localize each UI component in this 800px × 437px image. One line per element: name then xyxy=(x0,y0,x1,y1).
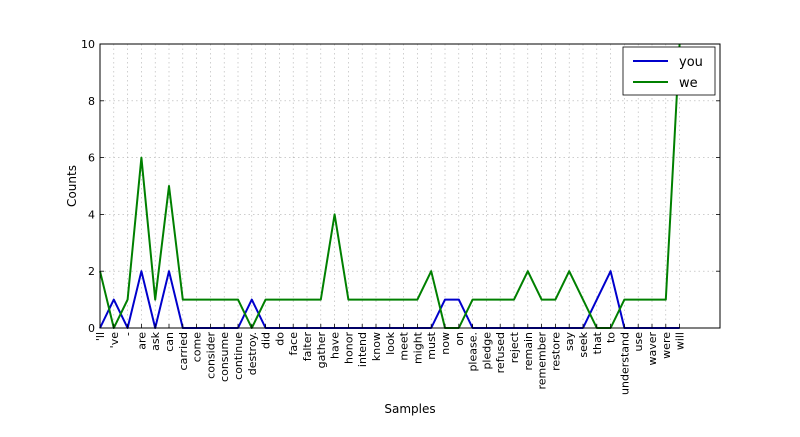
x-tick-label: understand xyxy=(618,332,631,395)
x-tick-label: come xyxy=(191,332,204,362)
x-tick-label: 'll xyxy=(94,332,107,341)
x-tick-label: restore xyxy=(549,332,562,371)
series-lines xyxy=(99,43,681,329)
x-tick-label: to xyxy=(605,332,618,343)
x-tick-label: consume xyxy=(218,332,231,382)
x-tick-label: can xyxy=(163,332,176,352)
x-tick-label: seek xyxy=(577,331,590,357)
x-tick-label: ask xyxy=(149,331,162,350)
y-axis-ticks: 0 2 4 6 8 10 xyxy=(81,38,720,335)
y-tick-label: 2 xyxy=(88,265,95,278)
y-tick-label: 8 xyxy=(88,95,95,108)
plot-frame xyxy=(99,43,721,329)
y-axis-title: Counts xyxy=(65,165,79,207)
x-tick-label: did xyxy=(260,332,273,349)
x-tick-label: refused xyxy=(494,332,507,373)
x-tick-label: might xyxy=(411,331,424,364)
x-tick-label: reject xyxy=(508,331,521,363)
x-tick-label: pledge xyxy=(480,332,493,370)
x-tick-label: must xyxy=(425,331,438,359)
legend-box xyxy=(622,46,716,96)
x-tick-label: use xyxy=(632,332,645,352)
series-line-we xyxy=(99,43,681,329)
x-tick-label: waver xyxy=(646,332,659,366)
legend-label-you: you xyxy=(679,55,703,70)
x-tick-label: say xyxy=(563,332,576,351)
x-tick-label: meet xyxy=(398,331,411,360)
x-tick-label: 've xyxy=(108,332,121,349)
x-tick-label: intend xyxy=(356,332,369,367)
x-tick-label: have xyxy=(329,332,342,359)
y-tick-label: 4 xyxy=(88,208,95,221)
x-tick-label: that xyxy=(591,331,604,354)
x-tick-label: consider xyxy=(204,332,217,379)
x-tick-label: remain xyxy=(522,332,535,371)
x-tick-label: destroy. xyxy=(246,332,259,375)
x-tick-label: - xyxy=(122,332,135,336)
x-tick-label: honor xyxy=(342,332,355,364)
x-tick-label: remember xyxy=(536,332,549,390)
x-tick-label: carried xyxy=(177,332,190,370)
x-tick-label: do xyxy=(273,332,286,346)
x-tick-label: gather xyxy=(315,332,328,369)
legend: you we xyxy=(622,46,716,96)
x-tick-label: please. xyxy=(467,332,480,372)
x-tick-label: know xyxy=(370,332,383,361)
x-tick-label: look xyxy=(384,331,397,355)
x-tick-label: face xyxy=(287,332,300,356)
y-tick-label: 0 xyxy=(88,322,95,335)
x-tick-label: now xyxy=(439,332,452,355)
x-tick-label: will xyxy=(674,332,687,350)
x-tick-label: on xyxy=(453,332,466,346)
y-tick-label: 10 xyxy=(81,38,95,51)
y-tick-label: 6 xyxy=(88,152,95,165)
x-axis-title: Samples xyxy=(384,402,435,416)
x-axis-ticks: 'll've - are ask can carried come consider consu… xyxy=(94,324,687,395)
legend-label-we: we xyxy=(679,76,698,91)
x-tick-label: continue xyxy=(232,332,245,380)
x-tick-label: are xyxy=(135,332,148,350)
x-tick-label: falter xyxy=(301,332,314,362)
x-tick-label: were xyxy=(660,332,673,359)
